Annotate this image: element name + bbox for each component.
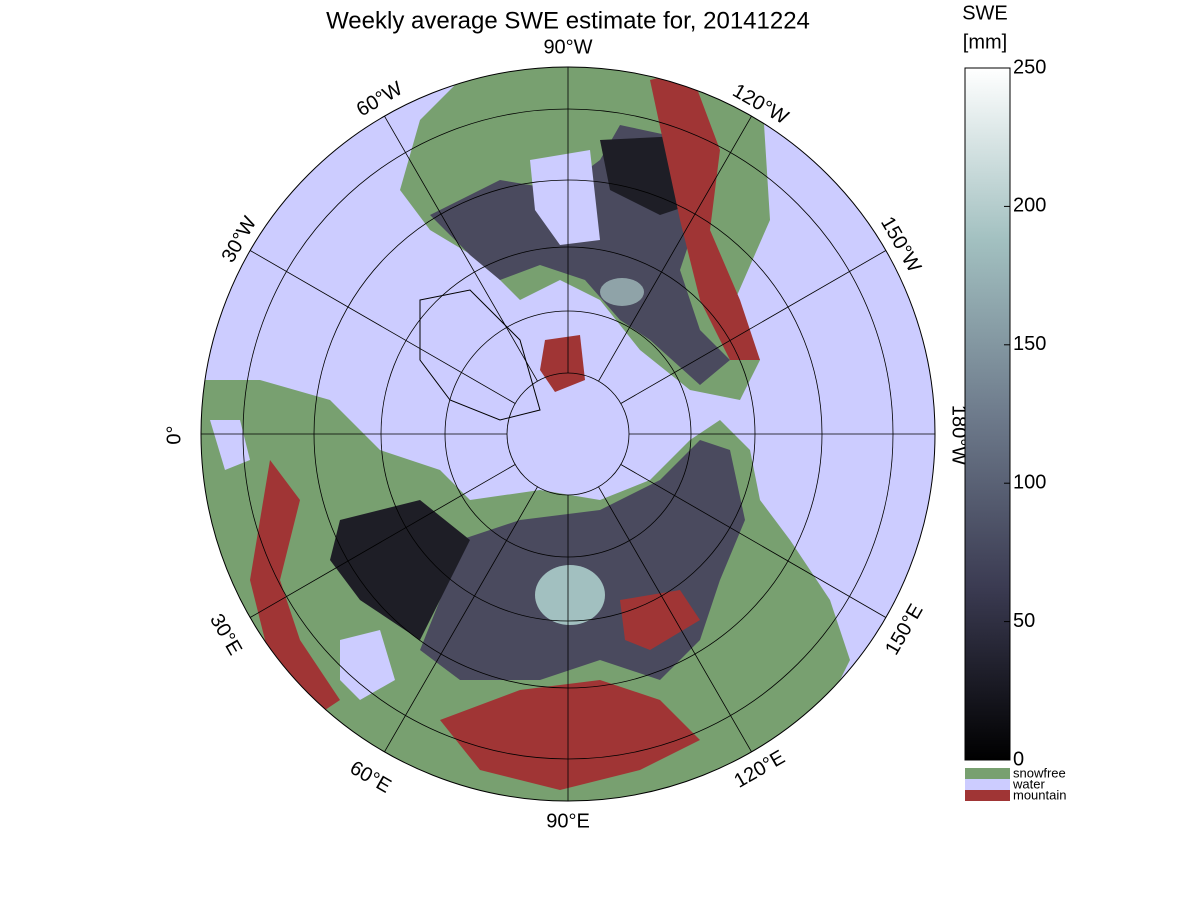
colorbar-tick-label: 50	[1013, 610, 1035, 632]
meridian-line	[598, 115, 752, 382]
meridian-line	[598, 486, 752, 753]
land-mountain	[650, 70, 760, 360]
meridian-line	[384, 486, 538, 753]
greenland-tip	[540, 335, 585, 392]
land-mountain	[620, 590, 700, 650]
meridian-label: 60°E	[346, 757, 395, 798]
land-snow-deep	[600, 278, 644, 306]
legend-swatch	[965, 779, 1010, 790]
greenland-outline	[419, 289, 541, 421]
land-mountain	[440, 680, 700, 790]
map-border	[200, 66, 936, 802]
meridian-line	[620, 250, 887, 404]
colorbar	[964, 67, 1011, 761]
legend-swatch	[965, 790, 1010, 801]
map-title: Weekly average SWE estimate for, 2014122…	[326, 7, 810, 34]
bay	[530, 150, 600, 245]
map-area	[201, 67, 935, 801]
colorbar-tick-label: 250	[1013, 56, 1046, 78]
meridian-label: 30°E	[205, 610, 246, 659]
colorbar-tick-label: 100	[1013, 471, 1046, 493]
colorbar-unit: [mm]	[963, 31, 1007, 53]
meridian-line	[249, 464, 516, 618]
meridian-label: 180°W	[948, 405, 970, 465]
legend-label: snowfree	[1013, 765, 1066, 780]
meridian-line	[384, 115, 538, 382]
colorbar-tick-label: 0	[1013, 748, 1024, 770]
meridian-label: 90°W	[543, 36, 592, 58]
sea	[340, 630, 395, 700]
land-snow-shallow	[330, 500, 470, 640]
colorbar-tick-label: 200	[1013, 195, 1046, 217]
graticule	[201, 67, 935, 801]
legend-swatch	[965, 768, 1010, 779]
land-snow-deep	[535, 565, 605, 625]
meridian-line	[249, 250, 516, 404]
meridian-label: 0°	[163, 425, 185, 444]
legend-label: mountain	[1013, 787, 1066, 802]
colorbar-title: SWE	[962, 2, 1008, 24]
colorbar-tick-label: 150	[1013, 333, 1046, 355]
sea	[210, 420, 250, 470]
meridian-label: 90°E	[546, 810, 590, 832]
meridian-line	[620, 464, 887, 618]
legend-label: water	[1012, 776, 1045, 791]
